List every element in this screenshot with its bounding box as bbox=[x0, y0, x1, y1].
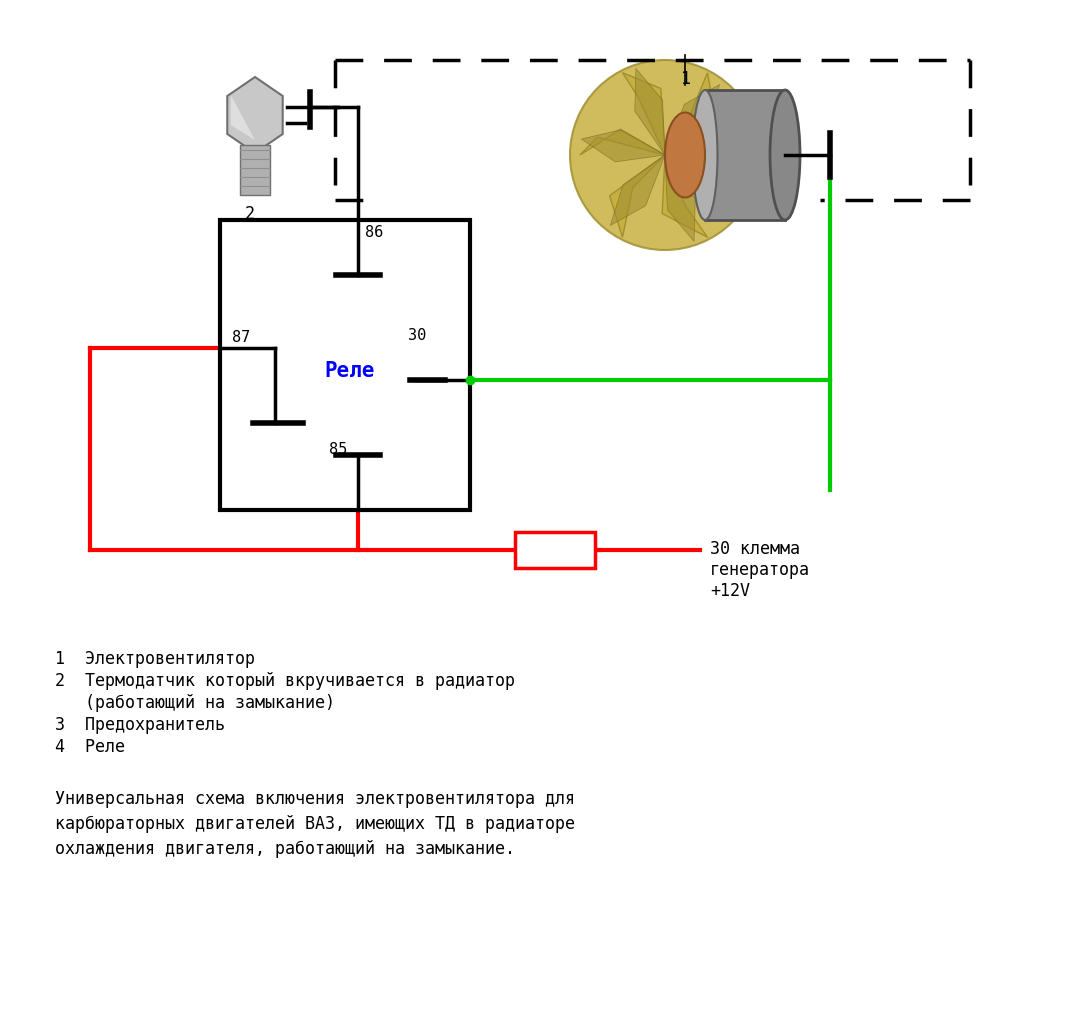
Polygon shape bbox=[665, 155, 696, 241]
Polygon shape bbox=[665, 155, 750, 173]
Text: 2  Термодатчик который вкручивается в радиатор: 2 Термодатчик который вкручивается в рад… bbox=[55, 672, 515, 690]
Ellipse shape bbox=[665, 112, 705, 198]
Bar bbox=[240, 145, 270, 195]
Text: (работающий на замыкание): (работающий на замыкание) bbox=[55, 694, 335, 712]
Text: 30: 30 bbox=[408, 328, 427, 342]
Text: Универсальная схема включения электровентилятора для
карбюраторных двигателей ВА: Универсальная схема включения электровен… bbox=[55, 790, 575, 858]
Ellipse shape bbox=[692, 90, 717, 220]
Bar bbox=[220, 220, 470, 510]
Text: 3  Предохранитель: 3 Предохранитель bbox=[55, 716, 225, 734]
Text: 1: 1 bbox=[680, 70, 690, 88]
Text: 4  Реле: 4 Реле bbox=[55, 738, 125, 756]
Text: 30 клемма
генератора
+12V: 30 клемма генератора +12V bbox=[710, 540, 810, 599]
Polygon shape bbox=[622, 73, 665, 155]
Ellipse shape bbox=[770, 90, 800, 220]
Polygon shape bbox=[665, 73, 714, 155]
Polygon shape bbox=[665, 148, 748, 181]
Text: 86: 86 bbox=[365, 225, 383, 240]
Text: 1  Электровентилятор: 1 Электровентилятор bbox=[55, 650, 255, 668]
Circle shape bbox=[570, 60, 760, 250]
Polygon shape bbox=[609, 155, 665, 237]
Polygon shape bbox=[662, 155, 707, 237]
Polygon shape bbox=[227, 77, 283, 153]
Text: Реле: Реле bbox=[325, 361, 375, 380]
Text: 85: 85 bbox=[329, 442, 348, 457]
Bar bbox=[515, 532, 595, 568]
Polygon shape bbox=[231, 95, 255, 140]
Polygon shape bbox=[610, 155, 665, 225]
Text: 87: 87 bbox=[232, 330, 251, 345]
Text: 2: 2 bbox=[245, 205, 255, 223]
Bar bbox=[705, 90, 785, 220]
Polygon shape bbox=[580, 129, 665, 155]
Polygon shape bbox=[581, 130, 665, 161]
Polygon shape bbox=[665, 85, 719, 155]
Polygon shape bbox=[635, 69, 665, 155]
